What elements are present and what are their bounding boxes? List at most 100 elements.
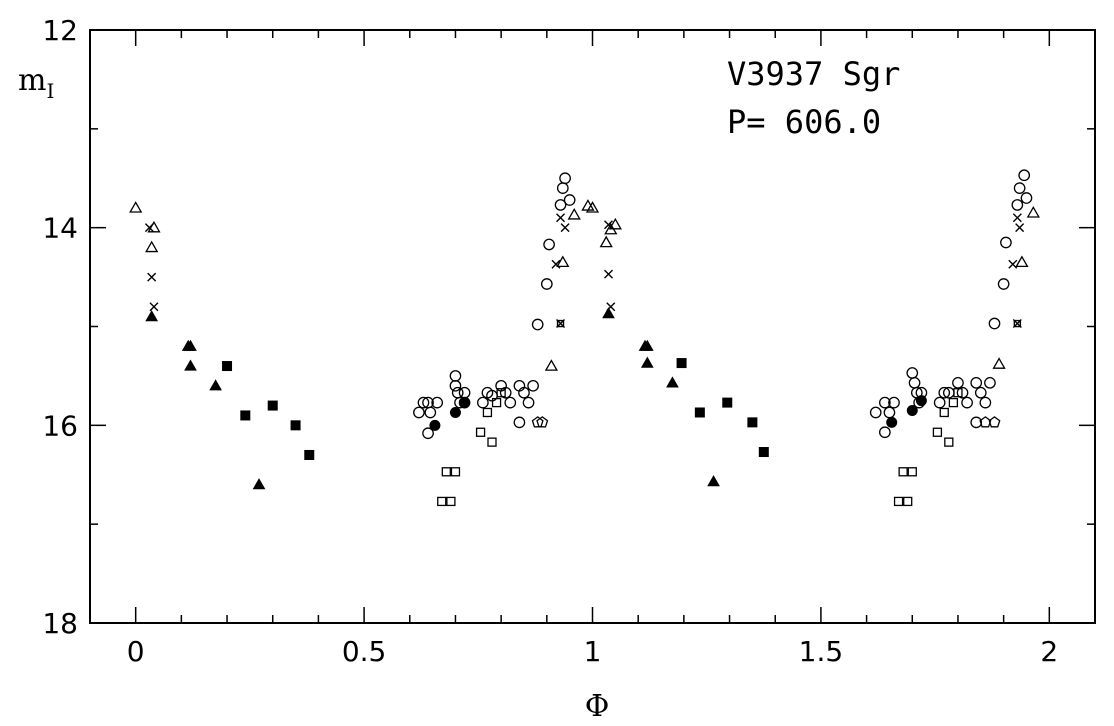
star-name-annotation: V3937 Sgr bbox=[727, 55, 900, 93]
open-circle-point bbox=[1013, 182, 1026, 194]
open-triangle-point bbox=[599, 235, 613, 248]
axis-ticks bbox=[89, 29, 1096, 624]
plot-frame bbox=[89, 29, 1096, 624]
open-circle-point bbox=[413, 406, 425, 419]
open-circle-point bbox=[906, 367, 919, 379]
open-circle-point bbox=[1020, 192, 1033, 204]
open-circle-point bbox=[1018, 169, 1031, 182]
open-circle-point bbox=[563, 194, 576, 206]
y-tick-label: 16 bbox=[42, 409, 78, 442]
filled-square-point bbox=[694, 407, 705, 418]
x-tick-label: 1.5 bbox=[799, 635, 844, 668]
open-triangle-point bbox=[1015, 255, 1029, 268]
open-triangle-point bbox=[145, 240, 159, 253]
cross-square-point bbox=[556, 319, 566, 329]
open-circle-point bbox=[559, 172, 571, 185]
open-triangle-point bbox=[567, 208, 581, 220]
filled-square-point bbox=[240, 410, 251, 421]
open-square-point bbox=[475, 427, 486, 437]
y-axis-title-main: m bbox=[18, 63, 46, 98]
open-circle-point bbox=[879, 396, 891, 409]
open-triangle-point bbox=[1026, 206, 1040, 218]
y-axis-title: mI bbox=[18, 63, 54, 103]
filled-circle-point bbox=[449, 406, 461, 418]
filled-square-point bbox=[267, 400, 278, 411]
axis-tick-labels: 0 0.5 1 1.5 2 12 14 16 18 bbox=[42, 14, 1058, 668]
open-circle-point bbox=[970, 416, 983, 429]
filled-square-point bbox=[304, 449, 315, 460]
open-circle-point bbox=[499, 386, 512, 399]
open-circle-point bbox=[938, 386, 951, 399]
filled-triangle-point bbox=[707, 475, 720, 487]
open-square-point bbox=[496, 388, 506, 398]
open-square-point bbox=[898, 467, 908, 477]
open-triangle-point bbox=[581, 199, 595, 211]
cross-point bbox=[1012, 213, 1022, 223]
open-circle-point bbox=[952, 376, 964, 389]
open-circle-point bbox=[908, 376, 921, 389]
filled-circle-point bbox=[459, 397, 471, 409]
cross-point bbox=[144, 223, 154, 233]
filled-square-point bbox=[222, 361, 233, 372]
open-circle-point bbox=[449, 379, 462, 392]
filled-triangle-point bbox=[602, 307, 615, 319]
open-circle-point bbox=[458, 386, 471, 399]
open-circle-point bbox=[540, 278, 553, 290]
filled-circle-point bbox=[906, 405, 918, 417]
open-circle-point bbox=[1000, 236, 1012, 249]
open-circle-point bbox=[997, 278, 1010, 290]
cross-point bbox=[147, 272, 157, 282]
open-circle-point bbox=[1011, 199, 1024, 211]
open-square-point bbox=[441, 467, 451, 477]
open-circle-point bbox=[974, 386, 987, 399]
open-square-point bbox=[491, 397, 502, 408]
filled-circle-point bbox=[429, 419, 441, 431]
open-circle-point bbox=[422, 427, 434, 440]
open-circle-point bbox=[504, 396, 517, 409]
open-circle-point bbox=[869, 406, 882, 419]
cross-point bbox=[603, 220, 613, 230]
open-triangle-point bbox=[585, 201, 600, 213]
filled-triangle-point bbox=[666, 376, 679, 388]
x-tick-label: 0 bbox=[127, 635, 145, 668]
cross-point bbox=[149, 302, 159, 312]
open-circle-point bbox=[477, 396, 489, 409]
y-axis-title-subscript: I bbox=[46, 79, 54, 103]
open-square-point bbox=[939, 407, 949, 418]
cross-point bbox=[560, 223, 570, 233]
open-circle-point bbox=[554, 199, 567, 211]
x-axis-title: Φ bbox=[585, 689, 610, 724]
open-circle-point bbox=[417, 396, 430, 409]
open-triangle-point bbox=[608, 217, 622, 230]
open-circle-point bbox=[933, 396, 946, 409]
filled-triangle-point bbox=[145, 310, 159, 322]
open-circle-point bbox=[988, 317, 1001, 330]
open-pentagon-point bbox=[531, 416, 544, 428]
open-circle-point bbox=[984, 376, 996, 389]
filled-square-point bbox=[758, 447, 769, 458]
open-square-point bbox=[450, 467, 461, 477]
open-circle-point bbox=[961, 396, 973, 409]
open-circle-point bbox=[449, 370, 462, 382]
filled-triangle-point bbox=[209, 379, 222, 391]
open-triangle-point bbox=[604, 222, 618, 235]
filled-triangle-point bbox=[184, 359, 197, 371]
open-triangle-point bbox=[544, 359, 559, 371]
filled-square-point bbox=[676, 358, 687, 369]
filled-square-point bbox=[290, 420, 301, 431]
filled-circle-point bbox=[915, 395, 927, 407]
open-circle-point bbox=[888, 396, 900, 409]
open-circle-point bbox=[543, 238, 555, 251]
open-square-point bbox=[893, 496, 904, 507]
open-circle-point bbox=[970, 376, 983, 389]
open-pentagon-point bbox=[988, 416, 1001, 428]
filled-triangle-point bbox=[184, 339, 197, 351]
filled-triangle-point bbox=[252, 478, 266, 490]
open-circle-point bbox=[556, 182, 569, 194]
x-tick-label: 0.5 bbox=[342, 635, 387, 668]
open-circle-point bbox=[518, 386, 530, 399]
cross-point bbox=[1008, 259, 1018, 269]
x-tick-label: 1 bbox=[584, 635, 602, 668]
open-circle-point bbox=[979, 396, 992, 409]
cross-point bbox=[603, 269, 613, 279]
